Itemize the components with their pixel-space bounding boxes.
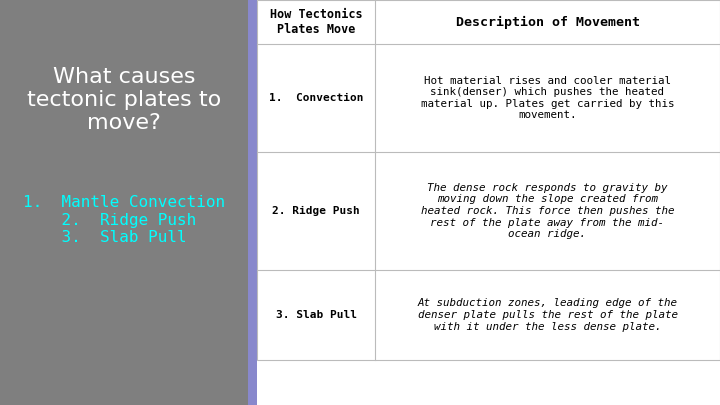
Text: 1.  Convection: 1. Convection [269, 93, 364, 103]
Bar [0, 0, 248, 405]
Bar [257, 0, 720, 405]
Text: How Tectonics
Plates Move: How Tectonics Plates Move [270, 8, 362, 36]
Text: At subduction zones, leading edge of the
denser plate pulls the rest of the plat: At subduction zones, leading edge of the… [418, 298, 678, 332]
Text: What causes
tectonic plates to
move?: What causes tectonic plates to move? [27, 67, 221, 133]
Text: 1.  Mantle Convection
    2.  Ridge Push
    3.  Slab Pull: 1. Mantle Convection 2. Ridge Push 3. Sl… [23, 195, 225, 245]
Text: Description of Movement: Description of Movement [456, 15, 639, 28]
Bar [257, 0, 720, 360]
Text: Hot material rises and cooler material
sink(denser) which pushes the heated
mate: Hot material rises and cooler material s… [420, 76, 674, 120]
Text: The dense rock responds to gravity by
moving down the slope created from
heated : The dense rock responds to gravity by mo… [420, 183, 674, 239]
Bar [248, 0, 257, 405]
Text: 2. Ridge Push: 2. Ridge Push [272, 206, 360, 216]
Text: 3. Slab Pull: 3. Slab Pull [276, 310, 356, 320]
